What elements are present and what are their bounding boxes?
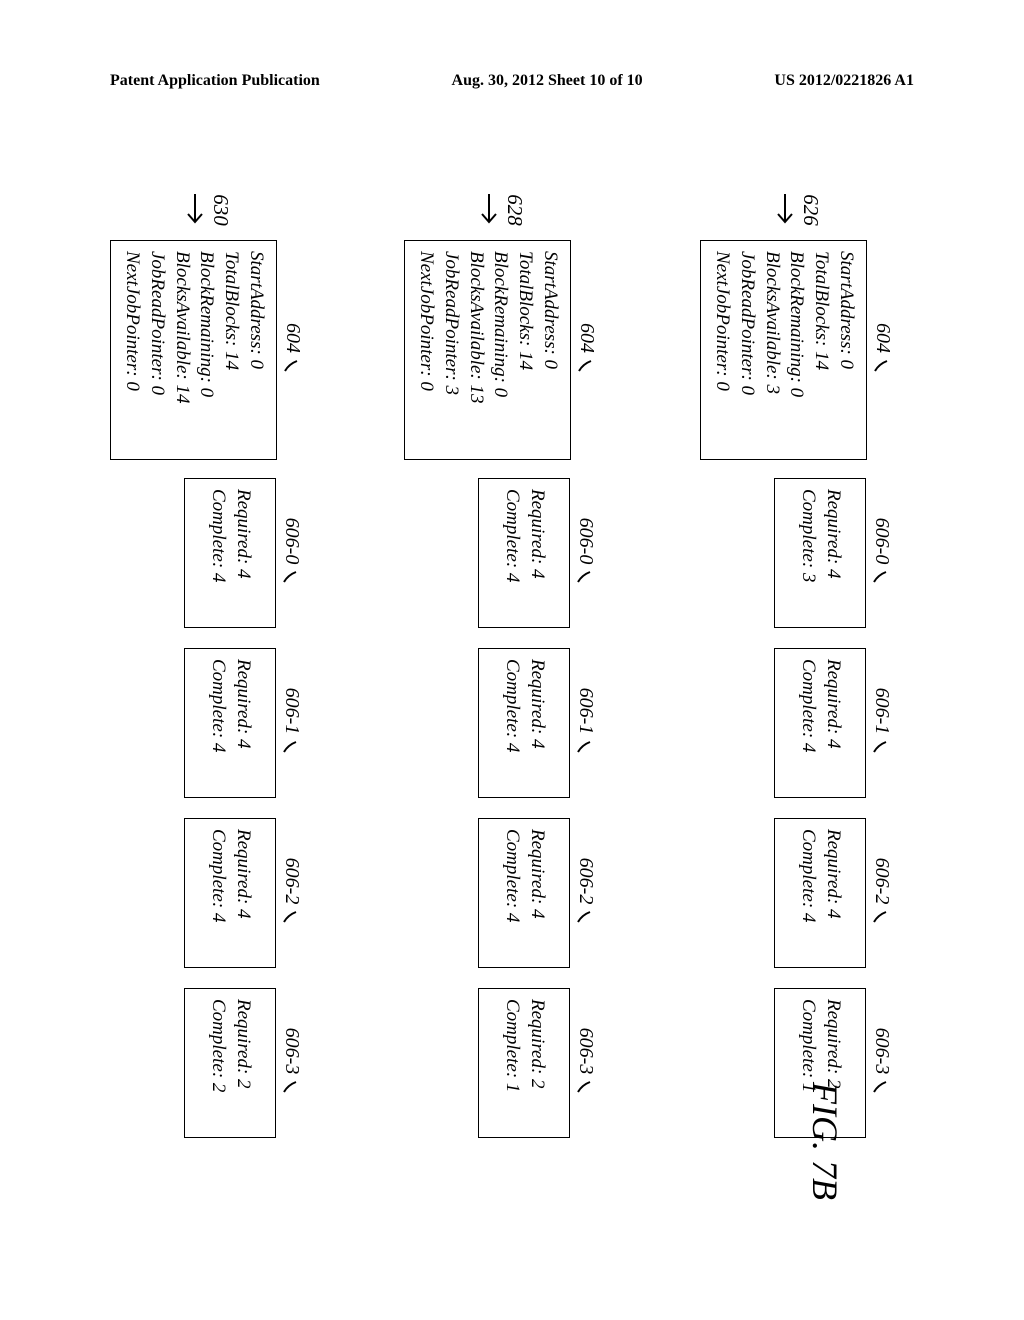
subbox: Required: 4Complete: 4: [478, 648, 570, 798]
subbox-col-0: 606-0 Required: 4 Complete: 3: [700, 471, 900, 635]
arrow-num: 626: [799, 194, 824, 226]
tick-down-icon: [280, 738, 300, 758]
subbox: Required: 4Complete: 4: [184, 648, 276, 798]
tick-down-icon: [574, 738, 594, 758]
row-626: 626 604 StartAddress: 0 TotalBlocks: 14 …: [700, 185, 900, 1145]
arrow-right-icon: [481, 192, 499, 228]
subbox: Required: 4Complete: 4: [478, 478, 570, 628]
subbox: Required: 4Complete: 4: [184, 818, 276, 968]
tick-down-icon: [870, 568, 890, 588]
tick-down-icon: [574, 908, 594, 928]
tick-down-icon: [870, 1078, 890, 1098]
page-header: Patent Application Publication Aug. 30, …: [0, 72, 1024, 90]
subbox-col-1: 606-1 Required: 4 Complete: 4: [700, 641, 900, 805]
mainbox-label: 604: [871, 323, 900, 377]
subbox: Required: 4Complete: 4: [184, 478, 276, 628]
subbox-col-2: 606-2 Required: 4 Complete: 4: [700, 811, 900, 975]
subbox: Required: 4 Complete: 4: [774, 648, 866, 798]
tick-down-icon: [281, 357, 301, 377]
subbox: Required: 2Complete: 1: [478, 988, 570, 1138]
row-arrow: 630: [110, 185, 310, 235]
mainbox: StartAddress: 0 TotalBlocks: 14 BlockRem…: [110, 240, 277, 460]
mainbox: StartAddress: 0 TotalBlocks: 14 BlockRem…: [700, 240, 867, 460]
arrow-num: 628: [503, 194, 528, 226]
tick-down-icon: [575, 357, 595, 377]
subbox: Required: 4 Complete: 3: [774, 478, 866, 628]
mainbox-col: 604 StartAddress: 0 TotalBlocks: 14 Bloc…: [404, 235, 604, 465]
subbox: Required: 4 Complete: 4: [774, 818, 866, 968]
figure-label: FIG. 7B: [804, 1082, 846, 1200]
tick-down-icon: [870, 908, 890, 928]
mainbox-col: 604 StartAddress: 0 TotalBlocks: 14 Bloc…: [110, 235, 310, 465]
tick-down-icon: [870, 738, 890, 758]
subbox: Required: 2Complete: 2: [184, 988, 276, 1138]
arrow-right-icon: [187, 192, 205, 228]
mainbox: StartAddress: 0 TotalBlocks: 14 BlockRem…: [404, 240, 571, 460]
tick-down-icon: [280, 908, 300, 928]
arrow-num: 630: [209, 194, 234, 226]
subbox-col-3: 606-3 Required: 2 Complete: 1: [700, 981, 900, 1145]
tick-down-icon: [574, 568, 594, 588]
diagram: 626 604 StartAddress: 0 TotalBlocks: 14 …: [30, 260, 990, 1060]
tick-down-icon: [280, 1078, 300, 1098]
header-center: Aug. 30, 2012 Sheet 10 of 10: [452, 72, 643, 90]
header-right: US 2012/0221826 A1: [774, 72, 914, 90]
tick-down-icon: [871, 357, 891, 377]
tick-down-icon: [574, 1078, 594, 1098]
arrow-right-icon: [777, 192, 795, 228]
row-arrow: 628: [404, 185, 604, 235]
header-left: Patent Application Publication: [110, 72, 320, 90]
row-630: 630 604 StartAddress: 0 TotalBlocks: 14 …: [110, 185, 310, 1145]
tick-down-icon: [280, 568, 300, 588]
row-arrow: 626: [700, 185, 900, 235]
row-628: 628 604 StartAddress: 0 TotalBlocks: 14 …: [404, 185, 604, 1145]
mainbox-col: 604 StartAddress: 0 TotalBlocks: 14 Bloc…: [700, 235, 900, 465]
subbox: Required: 4Complete: 4: [478, 818, 570, 968]
